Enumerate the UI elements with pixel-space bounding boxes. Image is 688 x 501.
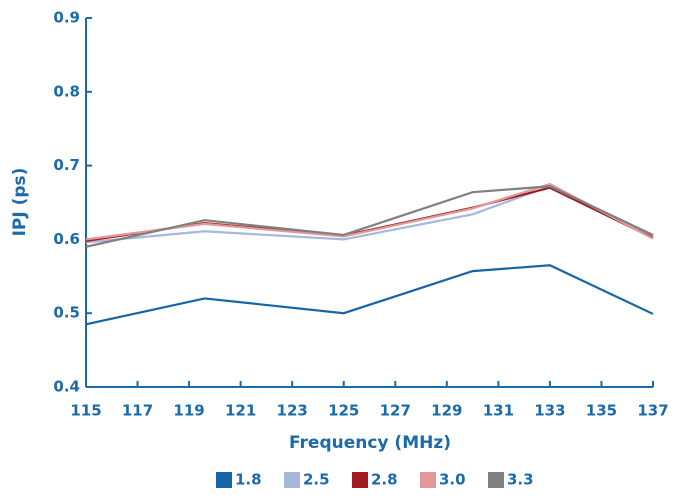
legend-swatch xyxy=(216,472,232,488)
legend-label: 1.8 xyxy=(235,471,262,489)
legend-label: 3.0 xyxy=(439,471,466,489)
x-tick-label: 137 xyxy=(637,402,668,420)
y-tick-label: 0.6 xyxy=(53,230,80,248)
x-tick-label: 121 xyxy=(225,402,256,420)
y-tick-label: 0.7 xyxy=(53,156,80,174)
series-line xyxy=(85,185,654,248)
x-tick-label: 133 xyxy=(534,402,565,420)
x-tick-label: 117 xyxy=(122,402,153,420)
legend-label: 2.8 xyxy=(371,471,398,489)
series-line xyxy=(85,182,654,241)
x-tick-label: 115 xyxy=(70,402,101,420)
y-axis-label: IPJ (ps) xyxy=(10,168,30,237)
x-tick-label: 131 xyxy=(483,402,514,420)
y-tick-label: 0.9 xyxy=(53,9,80,27)
legend-label: 2.5 xyxy=(303,471,330,489)
legend-swatch xyxy=(352,472,368,488)
x-tick-label: 119 xyxy=(173,402,204,420)
x-tick-label: 129 xyxy=(431,402,462,420)
legend-label: 3.3 xyxy=(507,471,534,489)
x-axis-label: Frequency (MHz) xyxy=(289,433,451,453)
y-tick-label: 0.5 xyxy=(53,304,80,322)
x-tick-label: 127 xyxy=(380,402,411,420)
legend-swatch xyxy=(284,472,300,488)
y-tick-label: 0.8 xyxy=(53,82,80,100)
y-tick-label: 0.4 xyxy=(53,378,80,396)
x-tick-label: 123 xyxy=(277,402,308,420)
x-tick-label: 125 xyxy=(328,402,359,420)
legend-swatch xyxy=(488,472,504,488)
x-tick-label: 135 xyxy=(586,402,617,420)
series-line xyxy=(85,264,654,326)
legend-swatch xyxy=(420,472,436,488)
